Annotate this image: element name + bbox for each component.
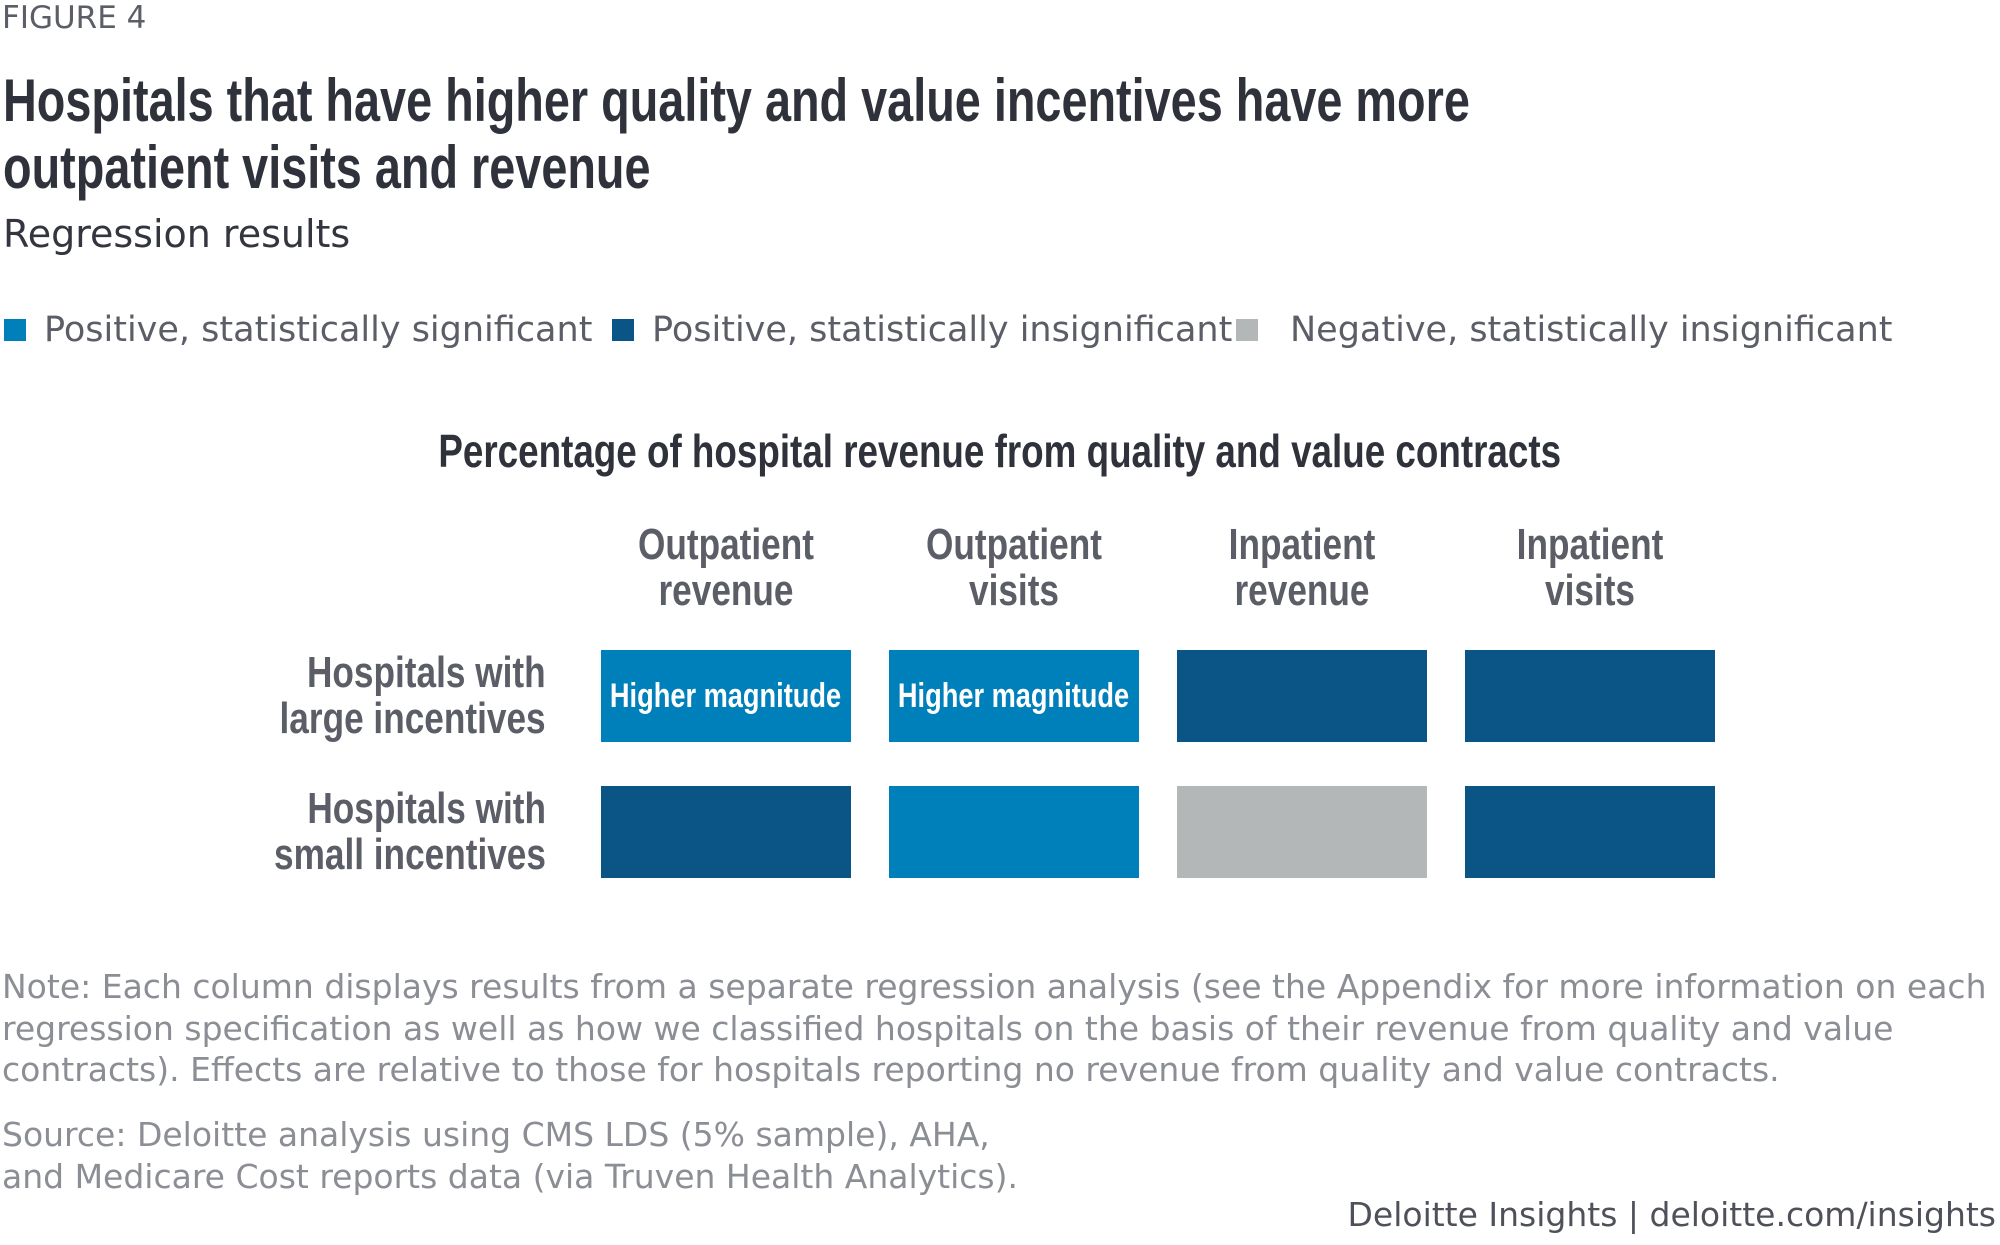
row-header: Hospitals with large incentives (213, 650, 546, 742)
column-header: Inpatient visits (1440, 522, 1740, 614)
legend-swatch (612, 319, 634, 341)
column-header: Outpatient visits (864, 522, 1164, 614)
note-line: contracts). Effects are relative to thos… (2, 1050, 1780, 1089)
column-header: Outpatient revenue (576, 522, 876, 614)
figure-label: FIGURE 4 (2, 0, 147, 36)
column-header-line: Outpatient (638, 520, 814, 569)
legend-swatch (1236, 319, 1258, 341)
source: Source: Deloitte analysis using CMS LDS … (2, 1114, 1018, 1197)
subtitle: Regression results (3, 212, 351, 256)
legend-label: Positive, statistically significant (44, 310, 593, 350)
result-cell (1465, 650, 1715, 742)
legend-label: Positive, statistically insignificant (652, 310, 1233, 350)
legend-item-positive-insignificant: Positive, statistically insignificant (612, 310, 1232, 350)
title-line-2: outpatient visits and revenue (3, 134, 651, 201)
column-header-line: revenue (658, 566, 794, 615)
footer-credit: Deloitte Insights | deloitte.com/insight… (1347, 1195, 1997, 1234)
cell-label: Higher magnitude (610, 676, 842, 715)
result-cell (601, 786, 851, 878)
row-header: Hospitals with small incentives (206, 786, 546, 878)
result-cell (1465, 786, 1715, 878)
result-cell (1177, 650, 1427, 742)
title-line-1: Hospitals that have higher quality and v… (3, 67, 1470, 134)
column-header-line: revenue (1234, 566, 1370, 615)
column-header-line: Inpatient (1516, 520, 1664, 569)
chart-title-text: Percentage of hospital revenue from qual… (438, 425, 1562, 477)
note: Note: Each column displays results from … (2, 966, 1986, 1091)
column-header: Inpatient revenue (1152, 522, 1452, 614)
column-header-line: visits (968, 566, 1059, 615)
row-header-line: large incentives (279, 694, 546, 743)
note-line: regression specification as well as how … (2, 1008, 1894, 1048)
column-header-line: visits (1544, 566, 1635, 615)
legend-item-significant: Positive, statistically significant (4, 310, 592, 350)
row-header-line: small incentives (274, 830, 546, 879)
column-header-line: Outpatient (926, 520, 1102, 569)
legend-item-negative-insignificant: Negative, statistically insignificant (1236, 310, 1892, 350)
cell-label: Higher magnitude (898, 676, 1130, 715)
result-cell: Higher magnitude (889, 650, 1139, 742)
legend-label: Negative, statistically insignificant (1290, 310, 1893, 350)
result-cell (1177, 786, 1427, 878)
source-line: and Medicare Cost reports data (via Truv… (2, 1156, 1018, 1196)
result-cell (889, 786, 1139, 878)
column-header-line: Inpatient (1228, 520, 1376, 569)
legend-swatch (4, 319, 26, 341)
row-header-line: Hospitals with (307, 648, 546, 697)
row-header-line: Hospitals with (307, 784, 546, 833)
result-cell: Higher magnitude (601, 650, 851, 742)
chart-title: Percentage of hospital revenue from qual… (0, 424, 2000, 478)
source-line: Source: Deloitte analysis using CMS LDS … (2, 1115, 990, 1154)
note-line: Note: Each column displays results from … (2, 967, 1987, 1006)
